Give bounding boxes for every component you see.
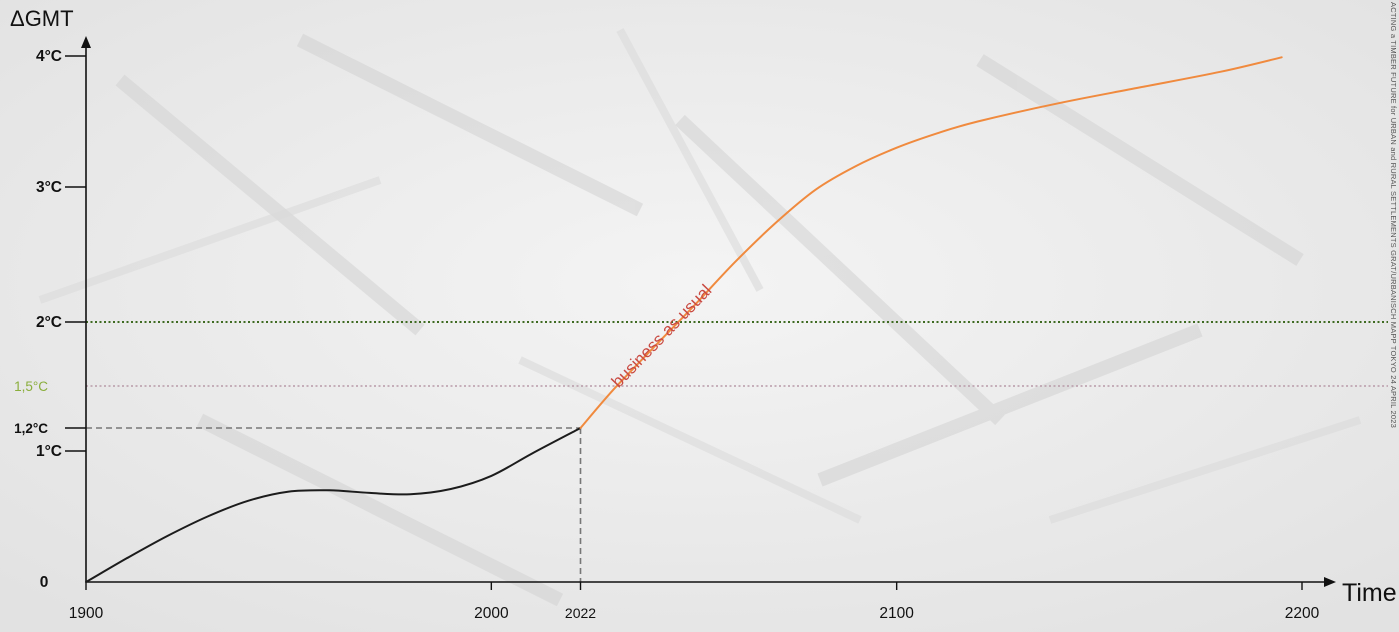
y-axis-arrow: [81, 36, 91, 48]
y-tick-label-3-C: 3°C: [36, 179, 62, 196]
series-label-business-as-usual: business as usual: [608, 281, 716, 391]
y-tick-label-1-2-C: 1,2°C: [14, 421, 48, 436]
y-tick-label-0: 0: [40, 574, 49, 591]
marker-2022-guides: [86, 427, 582, 582]
series-line-historical: [85, 427, 582, 583]
y-axis-title: ΔGMT: [10, 6, 74, 31]
side-caption-text: ACTING a TIMBER FUTURE for URBAN and RUR…: [1389, 2, 1398, 428]
series-line-business-as-usual: [579, 56, 1283, 429]
x-tick-label-2100: 2100: [879, 605, 914, 622]
reference-lines: [86, 321, 1388, 387]
x-tick-label-2022: 2022: [565, 605, 596, 621]
y-tick-label-1-5-C: 1,5°C: [14, 379, 48, 394]
x-tick-label-1900: 1900: [69, 605, 104, 622]
side-caption: ACTING a TIMBER FUTURE for URBAN and RUR…: [1389, 2, 1399, 630]
ticks: 0 1°C 1,2°C 1,5°C 2°C 3°C 4°C 1900 2000 2022 2100 2…: [14, 48, 1320, 622]
series: [85, 56, 1283, 583]
y-tick-label-2-C: 2°C: [36, 314, 62, 331]
axes: [81, 36, 1336, 587]
x-tick-label-2200: 2200: [1285, 605, 1320, 622]
y-tick-label-4-C: 4°C: [36, 48, 62, 65]
x-tick-label-2000: 2000: [474, 605, 509, 622]
x-axis-title: Time: [1342, 579, 1397, 607]
y-tick-label-1-C: 1°C: [36, 443, 62, 460]
x-axis-arrow: [1324, 577, 1336, 587]
